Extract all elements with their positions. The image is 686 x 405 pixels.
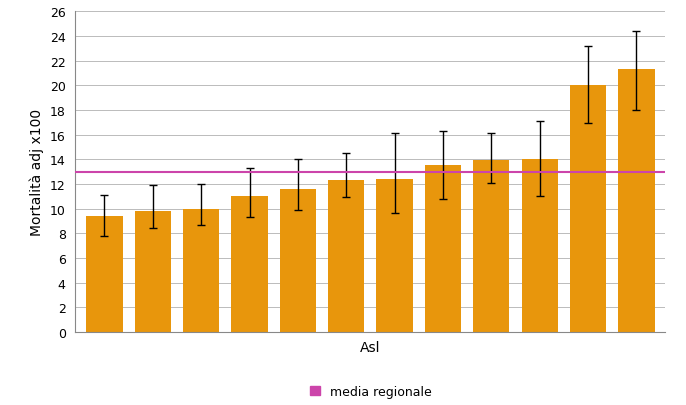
Bar	[473, 161, 510, 332]
X-axis label: Asl: Asl	[360, 340, 381, 354]
Y-axis label: Mortalità adj x100: Mortalità adj x100	[29, 109, 45, 236]
Bar	[425, 166, 461, 332]
Bar	[183, 209, 220, 332]
Bar	[86, 216, 123, 332]
Bar	[280, 190, 316, 332]
Bar	[618, 70, 654, 332]
Bar	[377, 179, 413, 332]
Bar	[570, 86, 606, 332]
Bar	[231, 197, 268, 332]
Bar	[328, 181, 364, 332]
Bar	[134, 211, 171, 332]
Legend: media regionale: media regionale	[305, 380, 436, 403]
Bar	[521, 160, 558, 332]
